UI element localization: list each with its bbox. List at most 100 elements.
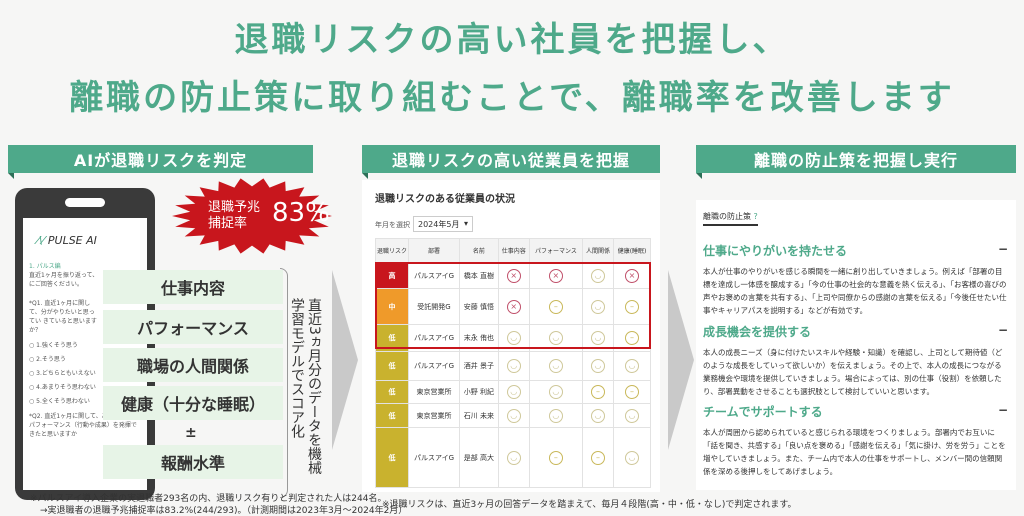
score-cell: ◡ — [613, 403, 651, 428]
measure-body: 本人が仕事のやりがいを感じる瞬間を一緒に創り出していきましょう。例えば「部署の目… — [703, 267, 1007, 315]
happy-face-icon: ◡ — [591, 331, 606, 345]
dept-cell: 東京営業所 — [408, 380, 460, 404]
screen-intro: 直近1ヶ月を振り返って、にご回答ください。 — [29, 272, 99, 288]
pulse-logo-icon: ⁄\⁄ — [37, 234, 48, 247]
score-cell: ◡ — [582, 403, 615, 428]
happy-face-icon: ◡ — [591, 299, 606, 314]
measure-title[interactable]: 仕事にやりがいを持たせる — [703, 244, 848, 258]
table-title: 退職リスクのある従業員の状況 — [375, 194, 515, 205]
score-cell: ◡ — [497, 403, 530, 428]
factor-box: 仕事内容 — [103, 270, 283, 304]
happy-face-icon: ◡ — [506, 359, 521, 373]
name-cell: 安藤 慎悟 — [458, 288, 499, 325]
score-cell: – — [582, 427, 615, 488]
risk-cell: 低 — [375, 351, 409, 381]
happy-face-icon: ◡ — [506, 385, 521, 399]
neutral-face-icon: – — [548, 299, 563, 314]
dept-cell: 受託開発G — [408, 288, 460, 325]
middle-note: ※退職リスクは、直近3ヶ月の回答データを踏まえて、毎月４段階(高・中・低・なし)… — [382, 500, 797, 510]
measure-body: 本人の成長ニーズ（身に付けたいスキルや経験・知識）を確認し、上司として期待値（ど… — [703, 348, 1003, 396]
measures-tab[interactable]: 離職の防止策 ? — [703, 211, 758, 226]
factor-box: 健康（十分な睡眠） — [103, 386, 283, 420]
table-row[interactable]: 低パルスアイG 末永 侑也 ◡ ◡ ◡ – — [375, 324, 651, 352]
happy-face-icon: ◡ — [506, 331, 521, 345]
factor-box: 職場の人間関係 — [103, 348, 283, 382]
dept-cell: パルスアイG — [408, 351, 460, 381]
score-cell: – — [613, 288, 651, 325]
collapse-icon[interactable]: − — [997, 403, 1008, 417]
name-cell: 末永 侑也 — [458, 324, 499, 352]
measure-section: チームでサポートする − 本人が周囲から認められていると感じられる環境をつくりましょ… — [703, 403, 1008, 478]
plus-minus: ± — [185, 425, 197, 441]
dept-cell: パルスアイG — [408, 262, 460, 289]
measures-panel — [696, 200, 1016, 490]
vertical-caption: 直近3ヵ月分のデータを機械学習モデルでスコア化 — [289, 298, 322, 475]
score-cell: ◡ — [582, 324, 615, 352]
score-cell: ◡ — [497, 324, 530, 352]
risk-cell: 低 — [375, 380, 409, 404]
measure-title[interactable]: 成長機会を提供する — [703, 325, 812, 339]
risk-cell: 低 — [375, 403, 409, 428]
score-cell: – — [528, 427, 584, 488]
measure-section: 仕事にやりがいを持たせる − 本人が仕事のやりがいを感じる瞬間を一緒に創り出していき… — [703, 242, 1008, 317]
score-cell: × — [497, 262, 530, 289]
score-cell: × — [528, 262, 584, 289]
score-cell: ◡ — [497, 427, 530, 488]
column-header[interactable]: 人間関係 — [582, 238, 615, 263]
name-cell: 石川 未来 — [458, 403, 499, 428]
score-cell: ◡ — [613, 427, 651, 488]
left-note-1: ※パルスアイ導入企業の実退職者293名の内、退職リスク有りと判定された人は244… — [30, 494, 387, 504]
middle-header: 退職リスクの高い従業員を把握 — [362, 145, 660, 179]
collapse-icon[interactable]: − — [997, 242, 1008, 256]
badge-label: 退職予兆 捕捉率 — [208, 200, 261, 231]
risk-cell: 低 — [375, 324, 409, 352]
score-cell: ◡ — [582, 351, 615, 381]
neutral-face-icon: – — [548, 450, 563, 465]
name-cell: 橋本 直樹 — [458, 262, 499, 289]
screen-section: 1. パルス編 — [29, 263, 61, 270]
month-select[interactable]: 2024年5月 ▾ — [413, 216, 473, 232]
risk-cell: 中 — [375, 288, 409, 325]
measure-body: 本人が周囲から認められていると感じられる環境をつくりましょう。部署内でお互いに「… — [703, 428, 1006, 476]
screen-option: ○ 2.そう思う — [29, 356, 66, 363]
column-header[interactable]: 部署 — [408, 238, 460, 263]
table-row[interactable]: 低東京営業所 小野 利紀 ◡ ◡ – – — [375, 380, 651, 404]
headline-1: 退職リスクの高い社員を把握し、 — [234, 20, 790, 60]
screen-option: ○ 1.強くそう思う — [29, 342, 78, 349]
table-row[interactable]: 低パルスアイG 是部 高大 ◡ – – ◡ — [375, 427, 651, 488]
dropdown-icon: ▾ — [463, 219, 468, 228]
dept-cell: パルスアイG — [408, 427, 460, 488]
score-cell: – — [582, 380, 615, 404]
column-header[interactable]: 名前 — [458, 238, 499, 263]
table-row[interactable]: 低東京営業所 石川 未来 ◡ ◡ ◡ ◡ — [375, 403, 651, 428]
table-row[interactable]: 高パルスアイG 橋本 直樹 × × ◡ × — [375, 262, 651, 289]
arrow-icon — [332, 270, 358, 450]
happy-face-icon: ◡ — [548, 408, 563, 423]
neutral-face-icon: – — [625, 385, 640, 399]
table-row[interactable]: 中受託開発G 安藤 慎悟 × – ◡ – — [375, 288, 651, 325]
score-cell: × — [497, 288, 530, 325]
employee-table: 退職リスク 部署 名前 仕事内容 パフォーマンス 人間関係 健康(睡眠) 高パルスアイG 橋本 … — [375, 238, 651, 488]
screen-option: ○ 3.どちらともいえない — [29, 370, 96, 377]
neutral-face-icon: – — [591, 450, 606, 465]
right-header: 離職の防止策を把握し実行 — [696, 145, 1016, 179]
happy-face-icon: ◡ — [548, 385, 563, 399]
score-cell: ◡ — [497, 380, 530, 404]
column-header[interactable]: パフォーマンス — [528, 238, 584, 263]
table-row[interactable]: 低パルスアイG 酒井 景子 ◡ ◡ ◡ ◡ — [375, 351, 651, 381]
collapse-icon[interactable]: − — [997, 323, 1008, 337]
phone-mockup: ⁄\⁄ PULSE AI 1. パルス編 直近1ヶ月を振り返って、にご回答くださ… — [15, 188, 155, 500]
help-icon[interactable]: ? — [753, 212, 758, 221]
neutral-face-icon: – — [625, 299, 640, 314]
neutral-face-icon: – — [625, 331, 640, 345]
measure-title[interactable]: チームでサポートする — [703, 405, 823, 419]
dept-cell: パルスアイG — [408, 324, 460, 352]
sad-face-icon: × — [548, 268, 563, 283]
score-cell: ◡ — [528, 324, 584, 352]
column-header[interactable]: 健康(睡眠) — [613, 238, 651, 263]
column-header[interactable]: 仕事内容 — [497, 238, 530, 263]
column-header[interactable]: 退職リスク — [375, 238, 409, 263]
neutral-face-icon: – — [591, 385, 606, 399]
screen-option: ○ 5.全くそう思わない — [29, 398, 90, 405]
phone-speaker — [65, 198, 105, 207]
